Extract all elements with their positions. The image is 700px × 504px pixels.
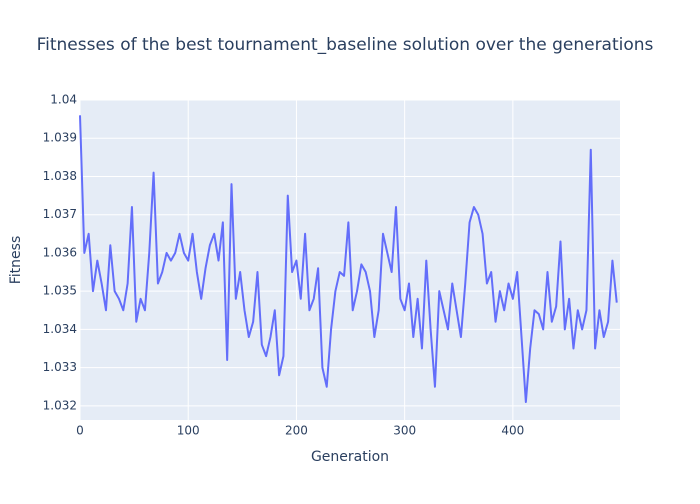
line <box>79 115 618 404</box>
y-tick-label: 1.035 <box>43 284 77 298</box>
y-tick-label: 1.04 <box>50 93 77 107</box>
chart-title: Fitnesses of the best tournament_baselin… <box>37 35 654 55</box>
y-axis-title: Fitness <box>8 236 24 285</box>
x-tick-label: 400 <box>501 424 524 438</box>
y-tick-label: 1.033 <box>43 360 77 374</box>
x-tick-label: 200 <box>285 424 308 438</box>
y-tick-label: 1.032 <box>43 398 77 412</box>
y-tick-label: 1.039 <box>43 131 77 145</box>
x-tick-label: 100 <box>177 424 200 438</box>
x-axis-title: Generation <box>311 449 389 465</box>
y-tick-label: 1.036 <box>43 245 77 259</box>
y-tick-label: 1.037 <box>43 207 77 221</box>
x-tick-label: 0 <box>76 424 84 438</box>
x-tick-label: 300 <box>393 424 416 438</box>
y-tick-label: 1.034 <box>43 322 77 336</box>
y-tick-label: 1.038 <box>43 169 77 183</box>
